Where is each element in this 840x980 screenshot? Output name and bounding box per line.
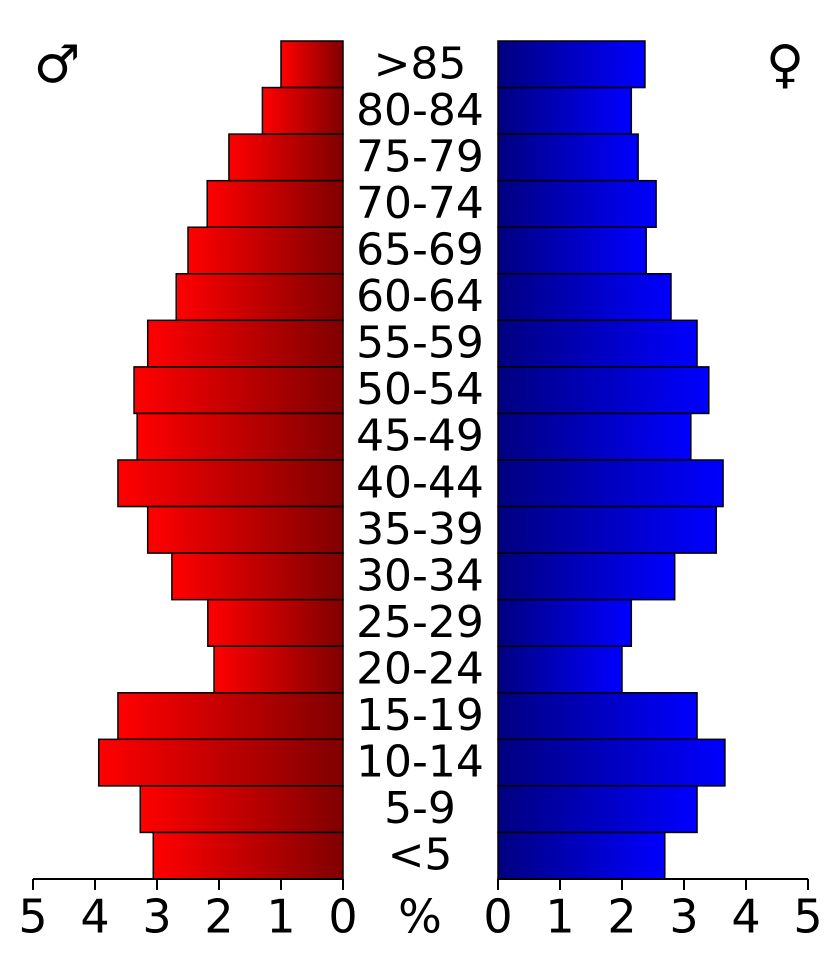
legend-male: ♂ <box>34 35 81 95</box>
female-bar <box>497 738 726 787</box>
category-label: <5 <box>388 830 453 881</box>
male-bar <box>117 459 344 508</box>
male-bar <box>146 505 344 554</box>
category-label: 35-39 <box>356 504 484 555</box>
x-tick-label: 3 <box>142 890 171 944</box>
female-bar <box>497 552 676 601</box>
x-tick-label: 4 <box>80 890 109 944</box>
x-tick-label: 0 <box>328 890 357 944</box>
female-bar <box>497 598 633 647</box>
female-bar <box>497 40 646 89</box>
male-bar <box>152 831 344 880</box>
male-bar <box>280 40 344 89</box>
category-label: 70-74 <box>356 178 484 229</box>
male-bar <box>133 366 344 415</box>
male-bar <box>228 133 344 182</box>
female-bar <box>497 831 666 880</box>
x-tick-label: 2 <box>607 890 636 944</box>
category-label: 75-79 <box>356 131 484 182</box>
male-bar <box>175 273 344 322</box>
male-bar <box>213 645 344 694</box>
x-tick-label: 1 <box>266 890 295 944</box>
category-label: 80-84 <box>356 85 484 136</box>
female-bar <box>497 226 647 275</box>
category-label: 40-44 <box>356 457 484 508</box>
male-bar <box>206 179 344 228</box>
male-bar <box>171 552 344 601</box>
category-label: 5-9 <box>384 783 456 834</box>
category-label: 65-69 <box>356 225 484 276</box>
x-tick-label: 5 <box>793 890 822 944</box>
x-tick-label: 5 <box>18 890 47 944</box>
female-bar <box>497 133 639 182</box>
x-tick-label: 0 <box>483 890 512 944</box>
x-tick-label: 4 <box>731 890 760 944</box>
female-bar <box>497 319 698 368</box>
category-label: 50-54 <box>356 364 484 415</box>
category-label: 30-34 <box>356 550 484 601</box>
x-tick-label: 1 <box>545 890 574 944</box>
category-label: 10-14 <box>356 737 484 788</box>
x-tick-label: 3 <box>669 890 698 944</box>
male-bar <box>187 226 344 275</box>
female-bar <box>497 86 633 135</box>
x-axis-label: % <box>398 890 442 944</box>
male-bar <box>136 412 344 461</box>
female-bar <box>497 412 692 461</box>
female-bar <box>497 459 724 508</box>
x-tick-label: 2 <box>204 890 233 944</box>
female-bar <box>497 645 623 694</box>
category-label: 60-64 <box>356 271 484 322</box>
female-bar <box>497 692 698 741</box>
female-bar <box>497 273 672 322</box>
female-bar <box>497 179 657 228</box>
female-bar <box>497 366 710 415</box>
male-bar <box>117 692 344 741</box>
category-label: 15-19 <box>356 690 484 741</box>
male-bar <box>97 738 344 787</box>
male-bar <box>261 86 344 135</box>
male-bar <box>207 598 344 647</box>
female-bar <box>497 505 717 554</box>
male-bar <box>139 785 344 834</box>
category-label: 45-49 <box>356 411 484 462</box>
category-label: 25-29 <box>356 597 484 648</box>
category-label: 20-24 <box>356 644 484 695</box>
legend-female: ♀ <box>766 35 804 95</box>
category-label: 55-59 <box>356 318 484 369</box>
category-label: >85 <box>374 38 467 89</box>
female-bar <box>497 785 698 834</box>
male-bar <box>146 319 344 368</box>
